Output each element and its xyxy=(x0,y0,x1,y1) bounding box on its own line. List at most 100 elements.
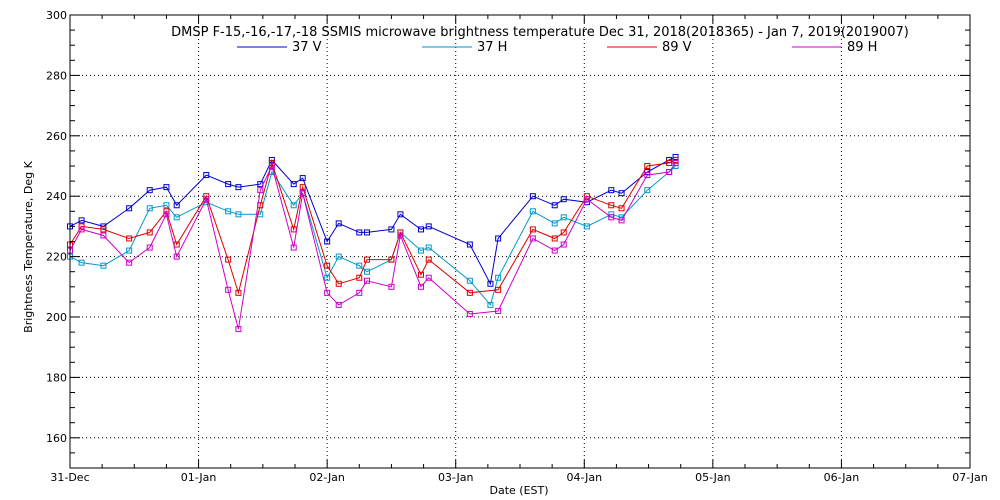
data-point-89-h xyxy=(173,253,180,260)
series-line-89-v xyxy=(69,159,676,295)
data-point-37-h xyxy=(335,253,342,260)
data-point-37-v xyxy=(335,220,342,227)
data-point-89-h xyxy=(257,187,264,194)
data-point-37-v xyxy=(397,211,404,218)
data-point-89-v xyxy=(644,163,651,169)
x-tick-label: 06-Jan xyxy=(824,471,860,484)
data-point-89-h xyxy=(529,235,536,242)
data-point-89-v xyxy=(608,202,615,209)
y-tick-label: 240 xyxy=(46,190,67,203)
data-point-37-h xyxy=(356,262,363,269)
y-tick-label: 260 xyxy=(46,130,67,143)
data-point-89-h xyxy=(335,301,342,308)
data-point-37-h xyxy=(529,208,536,215)
data-point-37-h xyxy=(146,205,153,212)
data-point-37-v xyxy=(163,184,170,191)
x-tick-label: 01-Jan xyxy=(181,471,217,484)
data-point-89-v xyxy=(235,289,242,296)
data-point-37-h xyxy=(324,274,331,281)
chart-title: DMSP F-15,-16,-17,-18 SSMIS microwave br… xyxy=(171,25,909,40)
data-point-89-v xyxy=(299,184,306,191)
data-point-89-v xyxy=(146,229,153,236)
data-point-37-v xyxy=(299,175,306,182)
data-point-37-h xyxy=(163,202,170,209)
y-tick-label: 180 xyxy=(46,371,67,384)
data-point-89-v xyxy=(529,226,536,233)
data-point-89-v xyxy=(100,226,107,233)
data-point-37-v xyxy=(672,153,679,160)
data-point-37-h xyxy=(225,208,232,215)
data-point-37-h xyxy=(495,274,502,281)
data-point-37-v xyxy=(364,229,370,236)
data-point-37-v xyxy=(487,280,494,287)
data-point-37-v xyxy=(388,226,395,233)
data-point-37-v xyxy=(173,202,180,209)
x-tick-label: 31-Dec xyxy=(50,471,89,484)
data-point-89-h xyxy=(235,326,242,333)
y-tick-label: 280 xyxy=(46,69,67,82)
data-point-89-v xyxy=(618,205,625,212)
data-point-37-v xyxy=(618,190,625,197)
data-point-37-h xyxy=(418,247,424,254)
legend-label-37-h: 37 H xyxy=(477,40,507,55)
data-point-89-v xyxy=(551,235,558,242)
series-line-37-v xyxy=(69,156,676,286)
series-lines xyxy=(67,153,679,333)
data-point-89-h xyxy=(146,244,153,251)
data-point-89-v xyxy=(672,156,679,163)
data-point-89-h xyxy=(666,169,673,176)
data-point-89-h xyxy=(290,244,297,251)
data-point-37-h xyxy=(487,301,494,308)
data-point-89-h xyxy=(618,217,625,224)
data-point-89-h xyxy=(163,211,170,218)
data-point-89-h xyxy=(299,190,306,197)
y-tick-label: 200 xyxy=(46,311,67,324)
x-tick-label: 03-Jan xyxy=(438,471,474,484)
data-point-37-v xyxy=(324,238,331,245)
data-point-37-v xyxy=(560,196,567,203)
data-point-89-v xyxy=(225,256,232,263)
data-point-89-h xyxy=(644,172,651,179)
data-point-37-h xyxy=(126,247,133,254)
data-point-89-v xyxy=(126,235,133,242)
data-point-37-v xyxy=(495,235,502,242)
data-point-37-v xyxy=(418,226,424,233)
x-tick-label: 04-Jan xyxy=(567,471,603,484)
data-point-89-h xyxy=(324,289,331,296)
data-point-89-h xyxy=(356,289,363,296)
data-point-37-v xyxy=(608,187,615,194)
data-point-37-h xyxy=(100,262,107,269)
x-tick-label: 07-Jan xyxy=(952,471,988,484)
data-point-89-h xyxy=(78,226,85,233)
data-point-37-v xyxy=(235,184,242,191)
x-tick-label: 02-Jan xyxy=(309,471,345,484)
data-point-89-h xyxy=(495,307,502,314)
data-point-37-v xyxy=(146,187,153,194)
data-point-37-v xyxy=(225,181,232,188)
axes xyxy=(69,14,971,469)
data-point-89-h xyxy=(425,274,432,281)
data-point-37-h xyxy=(235,211,242,218)
y-axis-label: Brightness Temperature, Deg K xyxy=(22,160,35,332)
data-point-37-v xyxy=(529,193,536,200)
data-point-37-h xyxy=(364,268,370,275)
data-point-89-h xyxy=(388,283,395,290)
legend: 37 V 37 H 89 V 89 H xyxy=(237,40,877,55)
data-point-89-v xyxy=(418,271,424,278)
data-point-89-h xyxy=(583,196,590,203)
data-point-89-h xyxy=(268,163,275,169)
tick-labels: 31-Dec 01-Jan 02-Jan 03-Jan 04-Jan 05-Jan 06-J… xyxy=(46,9,988,484)
data-point-37-v xyxy=(551,202,558,209)
series-line-89-h xyxy=(69,162,677,330)
data-point-37-v xyxy=(425,223,432,230)
plot-frame xyxy=(69,14,971,469)
data-point-89-h xyxy=(100,232,107,239)
data-point-89-h xyxy=(466,310,473,317)
legend-label-89-v: 89 V xyxy=(662,40,692,55)
y-tick-label: 160 xyxy=(46,432,67,445)
x-axis-label: Date (EST) xyxy=(489,484,548,497)
data-point-89-h xyxy=(397,232,404,239)
data-point-89-v xyxy=(335,280,342,287)
